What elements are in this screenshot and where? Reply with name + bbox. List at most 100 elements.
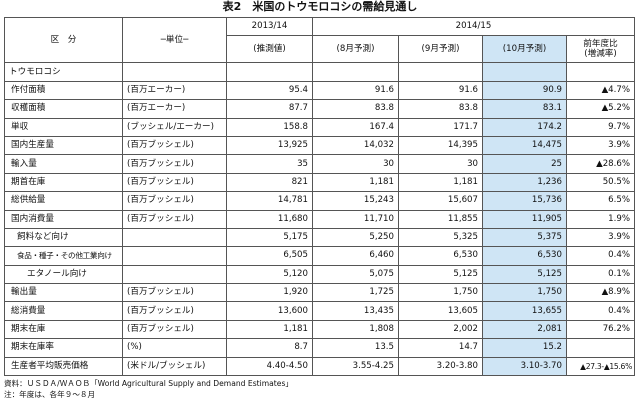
value-sep-forecast: 11,855: [398, 209, 483, 229]
value-oct-forecast: 83.1: [482, 99, 567, 119]
table-row: 国内生産量 (百万ブッシェル) 13,925 14,032 14,395 14,475 3.…: [4, 135, 636, 156]
value-2013-estimate: 14,781: [226, 191, 313, 211]
table-row: 飼料など向け 5,175 5,250 5,325 5,375 3.9%: [4, 227, 636, 248]
value-2013-estimate: 158.8: [226, 117, 313, 137]
footnote-source: 資料：ＵＳＤＡ/ＷＡＯＢ「World Agricultural Supply a…: [4, 379, 293, 388]
value-oct-forecast: 5,375: [482, 227, 567, 248]
row-label: 生産者平均販売価格: [4, 356, 123, 377]
value-aug-forecast: 3.55-4.25: [312, 356, 399, 377]
value-change: 50.5%: [565, 172, 636, 193]
row-label: 期末在庫率: [4, 338, 123, 358]
value-2013-estimate: 4.40-4.50: [226, 356, 313, 377]
row-unit: (百万エーカー): [122, 80, 227, 101]
header-change: 前年度比 (増減率): [565, 35, 636, 64]
header-aug-forecast: (8月予測): [312, 35, 399, 64]
value-change: ▲8.9%: [565, 283, 636, 303]
value-oct-forecast: 6,530: [482, 246, 567, 266]
value-aug-forecast: 30: [312, 154, 399, 174]
row-label: 収穫面積: [4, 99, 123, 119]
table-row: 国内消費量 (百万ブッシェル) 11,680 11,710 11,855 11,905 1.…: [4, 209, 636, 229]
row-label: 食品・種子・その他工業向け: [4, 246, 123, 266]
value-oct-forecast: 15.2: [482, 338, 567, 358]
value-change: 6.5%: [565, 191, 636, 211]
value-change: 0.4%: [565, 301, 636, 321]
row-label: 期末在庫: [4, 319, 123, 340]
header-year-2013: 2013/14: [226, 16, 313, 37]
value-change: 0.1%: [565, 264, 636, 285]
value-oct-forecast: 11,905: [482, 209, 567, 229]
value-sep-forecast: 5,325: [398, 227, 483, 248]
value-oct-forecast: 3.10-3.70: [482, 356, 567, 377]
value-aug-forecast: 1,181: [312, 172, 399, 193]
row-unit: (百万エーカー): [122, 99, 227, 119]
category-label: トウモロコシ: [4, 62, 123, 82]
value-change: ▲5.2%: [565, 99, 636, 119]
row-unit: (百万ブッシェル): [122, 301, 227, 321]
value-oct-forecast: 1,750: [482, 283, 567, 303]
table-row: 作付面積 (百万エーカー) 95.4 91.6 91.6 90.9 ▲4.7%: [4, 80, 636, 101]
value-sep-forecast: 14.7: [398, 338, 483, 358]
row-label: 総供給量: [4, 191, 123, 211]
value-change: 3.9%: [565, 227, 636, 248]
value-oct-forecast: 1,236: [482, 172, 567, 193]
header-year-2014: 2014/15: [311, 16, 636, 37]
value-sep-forecast: 1,750: [398, 283, 483, 303]
header-kubun: 区 分: [4, 16, 123, 64]
value-change: 9.7%: [565, 117, 636, 137]
value-change: 1.9%: [565, 209, 636, 229]
table-row: 輸入量 (百万ブッシェル) 35 30 30 25 ▲28.6%: [4, 154, 636, 174]
value-2013-estimate: 13,600: [226, 301, 313, 321]
value-aug-forecast: 5,250: [312, 227, 399, 248]
row-unit: [122, 264, 227, 285]
table-row: 総供給量 (百万ブッシェル) 14,781 15,243 15,607 15,736 6.5…: [4, 191, 636, 211]
value-oct-forecast: 2,081: [482, 319, 567, 340]
value-change: [565, 338, 636, 358]
row-label: 作付面積: [4, 80, 123, 101]
row-label: 輸出量: [4, 283, 123, 303]
row-label: 国内消費量: [4, 209, 123, 229]
row-unit: (百万ブッシェル): [122, 283, 227, 303]
value-sep-forecast: 3.20-3.80: [398, 356, 483, 377]
value-sep-forecast: 14,395: [398, 135, 483, 156]
value-aug-forecast: 5,075: [312, 264, 399, 285]
value-oct-forecast: 90.9: [482, 80, 567, 101]
value-aug-forecast: 91.6: [312, 80, 399, 101]
table-row: 単収 (ブッシェル/エーカー) 158.8 167.4 171.7 174.2 9.7%: [4, 117, 636, 137]
value-oct-forecast: 14,475: [482, 135, 567, 156]
row-unit: [122, 246, 227, 266]
value-2013-estimate: 87.7: [226, 99, 313, 119]
value-2013-estimate: 13,925: [226, 135, 313, 156]
value-sep-forecast: 1,181: [398, 172, 483, 193]
value-oct-forecast: 15,736: [482, 191, 567, 211]
value-2013-estimate: 5,120: [226, 264, 313, 285]
row-label: 飼料など向け: [4, 227, 123, 248]
header-change-sub: (増減率): [584, 49, 617, 60]
row-unit: (百万ブッシェル): [122, 319, 227, 340]
value-2013-estimate: 8.7: [226, 338, 313, 358]
value-change: ▲28.6%: [565, 154, 636, 174]
value-aug-forecast: 167.4: [312, 117, 399, 137]
table-row: 生産者平均販売価格 (米ドル/ブッシェル) 4.40-4.50 3.55-4.25 3.…: [4, 356, 636, 377]
value-aug-forecast: 13.5: [312, 338, 399, 358]
value-sep-forecast: 83.8: [398, 99, 483, 119]
value-2013-estimate: 1,920: [226, 283, 313, 303]
header-estimate: (推測値): [226, 35, 313, 64]
value-aug-forecast: 1,808: [312, 319, 399, 340]
value-aug-forecast: 14,032: [312, 135, 399, 156]
row-unit: (%): [122, 338, 227, 358]
table-row: 総消費量 (百万ブッシェル) 13,600 13,435 13,605 13,655 0.4…: [4, 301, 636, 321]
supply-demand-table: 区 分 ─単位─ 2013/14 2014/15 (推測値) (8月予測) (9…: [4, 16, 636, 377]
value-sep-forecast: 15,607: [398, 191, 483, 211]
value-aug-forecast: 1,725: [312, 283, 399, 303]
row-label: 期首在庫: [4, 172, 123, 193]
value-aug-forecast: 11,710: [312, 209, 399, 229]
table-row: 収穫面積 (百万エーカー) 87.7 83.8 83.8 83.1 ▲5.2%: [4, 99, 636, 119]
value-sep-forecast: 6,530: [398, 246, 483, 266]
row-label: 単収: [4, 117, 123, 137]
value-aug-forecast: 6,460: [312, 246, 399, 266]
category-row: トウモロコシ: [4, 62, 636, 82]
value-2013-estimate: 95.4: [226, 80, 313, 101]
value-sep-forecast: 13,605: [398, 301, 483, 321]
table-row: エタノール向け 5,120 5,075 5,125 5,125 0.1%: [4, 264, 636, 285]
header-unit: ─単位─: [122, 16, 227, 64]
